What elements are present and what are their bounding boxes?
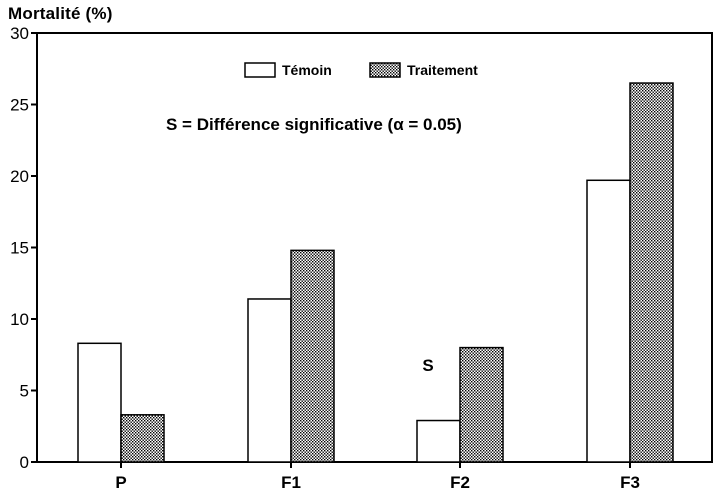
bar-traitement (120, 414, 165, 463)
bar-temoin (416, 419, 461, 463)
x-tick-label: F3 (620, 473, 640, 492)
legend-label-temoin: Témoin (282, 62, 332, 78)
y-tick-label: 20 (10, 167, 29, 186)
bar-temoin (77, 342, 122, 463)
legend-swatch-temoin (244, 62, 276, 78)
bar-temoin (586, 179, 631, 463)
significance-note: S = Différence significative (α = 0.05) (166, 115, 462, 134)
y-tick-label: 25 (10, 96, 29, 115)
x-tick-label: F2 (450, 473, 470, 492)
bar-traitement (459, 346, 504, 463)
y-tick-label: 10 (10, 310, 29, 329)
y-tick-label: 30 (10, 24, 29, 43)
y-axis-label: Mortalité (%) (8, 4, 113, 23)
y-tick-label: 15 (10, 239, 29, 258)
x-tick-label: P (115, 473, 126, 492)
legend-swatch-traitement (369, 62, 401, 78)
bar-temoin (247, 298, 292, 463)
y-tick-label: 0 (20, 453, 29, 472)
significance-marker: S (422, 356, 433, 375)
x-tick-label: F1 (281, 473, 301, 492)
legend-label-traitement: Traitement (407, 62, 478, 78)
bar-traitement (290, 249, 335, 463)
y-tick-label: 5 (20, 382, 29, 401)
bar-traitement (629, 82, 674, 463)
